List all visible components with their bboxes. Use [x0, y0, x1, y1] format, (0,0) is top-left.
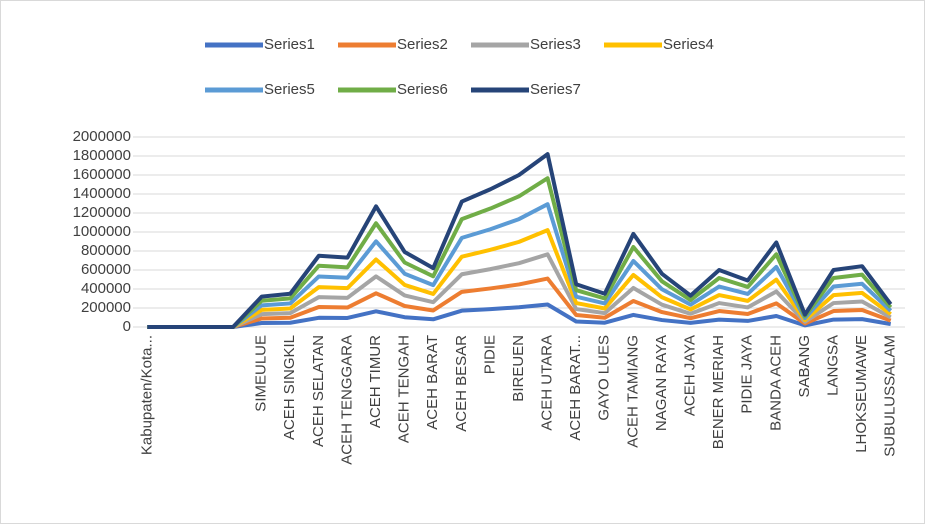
x-tick-label: ACEH TENGAH: [396, 335, 413, 443]
x-tick-label: NAGAN RAYA: [653, 335, 670, 431]
x-tick-label: Kabupaten/Kota...: [138, 335, 155, 455]
x-tick-label: ACEH TENGGARA: [338, 335, 355, 465]
y-tick-label: 1600000: [73, 166, 131, 183]
x-tick-label: ACEH BARAT...: [567, 335, 584, 441]
legend-label: Series6: [397, 81, 448, 98]
x-tick-label: PIDIE JAYA: [739, 335, 756, 414]
y-tick-label: 1000000: [73, 223, 131, 240]
x-tick-label: BANDA ACEH: [767, 335, 784, 431]
x-tick-label: LANGSA: [824, 335, 841, 396]
legend-label: Series7: [530, 81, 581, 98]
y-tick-label: 800000: [81, 242, 131, 259]
y-tick-label: 2000000: [73, 128, 131, 145]
x-tick-label: SABANG: [796, 335, 813, 398]
y-tick-label: 1400000: [73, 185, 131, 202]
y-tick-label: 400000: [81, 280, 131, 297]
y-tick-label: 0: [123, 318, 131, 335]
x-tick-label: BIREUEN: [510, 335, 527, 402]
series-line: [147, 176, 893, 329]
x-tick-label: ACEH BESAR: [453, 335, 470, 432]
y-tick-label: 1200000: [73, 204, 131, 221]
y-tick-label: 200000: [81, 299, 131, 316]
x-tick-label: ACEH JAYA: [682, 335, 699, 416]
legend-label: Series2: [397, 36, 448, 53]
series-line: [147, 302, 892, 329]
y-tick-label: 600000: [81, 261, 131, 278]
series-line: [147, 152, 893, 329]
x-tick-label: ACEH UTARA: [539, 335, 556, 431]
legend-label: Series1: [264, 36, 315, 53]
x-tick-label: BENER MERIAH: [710, 335, 727, 449]
legend-label: Series5: [264, 81, 315, 98]
legend-label: Series3: [530, 36, 581, 53]
series-line: [147, 276, 892, 329]
x-tick-label: ACEH SELATAN: [310, 335, 327, 447]
x-tick-label: GAYO LUES: [596, 335, 613, 421]
x-tick-label: LHOKSEUMAWE: [853, 335, 870, 453]
series-line: [147, 252, 892, 329]
x-tick-label: ACEH TIMUR: [367, 335, 384, 428]
x-tick-label: ACEH BARAT: [424, 335, 441, 430]
series-line: [147, 202, 893, 329]
x-tick-label: ACEH TAMIANG: [624, 335, 641, 448]
x-tick-label: ACEH SINGKIL: [281, 335, 298, 440]
y-tick-label: 1800000: [73, 147, 131, 164]
legend-label: Series4: [663, 36, 714, 53]
x-tick-label: SIMEULUE: [253, 335, 270, 412]
x-tick-label: PIDIE: [481, 335, 498, 374]
x-tick-label: SUBULUSSALAM: [882, 335, 899, 457]
series-line: [147, 228, 892, 329]
